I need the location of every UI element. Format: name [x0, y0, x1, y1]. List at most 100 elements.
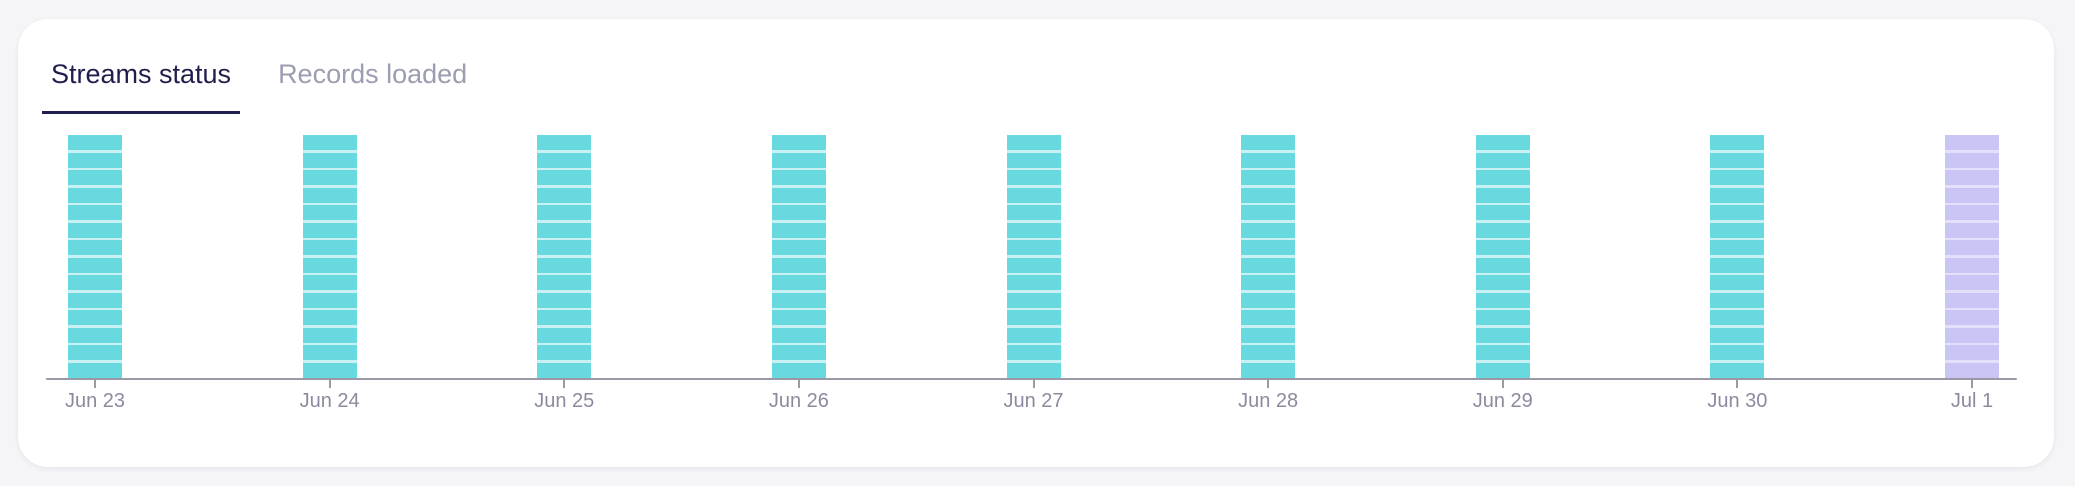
- bar-column-jun-27: Jun 27: [1003, 135, 1064, 412]
- bar-segment: [1945, 240, 1999, 256]
- bar-segment: [1710, 222, 1765, 238]
- bar-segment: [537, 310, 592, 326]
- bar-segment: [1006, 257, 1061, 273]
- x-axis-label: Jun 26: [768, 390, 829, 412]
- bar-column-jul-1: Jul 1: [1945, 135, 1999, 412]
- bar-segment: [537, 362, 592, 378]
- bar-jun-23[interactable]: [68, 135, 122, 378]
- bar-segment: [1710, 135, 1765, 151]
- bar-segment: [68, 345, 122, 361]
- bar-segment: [68, 170, 122, 186]
- bar-segment: [1945, 362, 1999, 378]
- bar-segment: [1710, 310, 1765, 326]
- bar-jun-25[interactable]: [537, 135, 592, 378]
- bar-segment: [537, 275, 592, 291]
- bar-segment: [1710, 345, 1765, 361]
- bar-segment: [68, 135, 122, 151]
- bar-segment: [771, 222, 826, 238]
- bar-segment: [1475, 240, 1530, 256]
- bar-segment: [771, 345, 826, 361]
- bar-segment: [302, 152, 357, 168]
- bar-segment: [68, 222, 122, 238]
- bar-segment: [1710, 187, 1765, 203]
- bar-segment: [771, 187, 826, 203]
- bar-segment: [1241, 310, 1296, 326]
- bar-segment: [537, 135, 592, 151]
- bar-segment: [1475, 310, 1530, 326]
- bar-segment: [68, 240, 122, 256]
- bar-column-jun-29: Jun 29: [1473, 135, 1533, 412]
- bar-segment: [1475, 135, 1530, 151]
- bar-segment: [1241, 240, 1296, 256]
- bar-segment: [1006, 222, 1061, 238]
- bar-segment: [1710, 152, 1765, 168]
- bar-segment: [302, 292, 357, 308]
- bar-jun-26[interactable]: [771, 135, 826, 378]
- axis-tick: [563, 380, 566, 388]
- bar-segment: [302, 170, 357, 186]
- bar-jun-29[interactable]: [1475, 135, 1530, 378]
- tab-records-loaded[interactable]: Records loaded: [278, 59, 468, 89]
- bar-segment: [537, 187, 592, 203]
- bar-segment: [302, 257, 357, 273]
- streams-status-chart: Jun 23 Jun 24 Jun 25 Jun 26 Jun 27 Jun 28 Jun …: [46, 135, 2017, 412]
- bar-segment: [771, 135, 826, 151]
- bar-segment: [1241, 205, 1296, 221]
- bar-segment: [1006, 152, 1061, 168]
- bar-segment: [1241, 187, 1296, 203]
- bar-segment: [537, 240, 592, 256]
- bar-segment: [302, 205, 357, 221]
- bar-segment: [771, 205, 826, 221]
- bar-segment: [771, 152, 826, 168]
- x-axis-label: Jun 25: [534, 390, 595, 412]
- bar-segment: [1241, 135, 1296, 151]
- bar-segment: [537, 327, 592, 343]
- bar-segment: [1710, 170, 1765, 186]
- bar-segment: [1475, 275, 1530, 291]
- bar-column-jun-24: Jun 24: [300, 135, 360, 412]
- tab-streams-status[interactable]: Streams status: [42, 60, 241, 114]
- bar-segment: [1241, 345, 1296, 361]
- bar-segment: [1475, 222, 1530, 238]
- bar-column-jun-26: Jun 26: [769, 135, 829, 412]
- bar-segment: [1710, 205, 1765, 221]
- bar-segment: [1710, 292, 1765, 308]
- bar-segment: [1006, 362, 1061, 378]
- x-axis-line: [46, 378, 2017, 380]
- bar-segment: [68, 205, 122, 221]
- bar-segment: [537, 170, 592, 186]
- x-axis-label: Jun 30: [1707, 390, 1768, 412]
- bar-segment: [1945, 345, 1999, 361]
- bar-jun-30[interactable]: [1710, 135, 1765, 378]
- x-axis-label: Jun 23: [64, 390, 126, 412]
- bar-segment: [1006, 327, 1061, 343]
- bar-segment: [302, 310, 357, 326]
- bar-segment: [1241, 222, 1296, 238]
- bar-segment: [302, 187, 357, 203]
- bar-segment: [1945, 257, 1999, 273]
- axis-tick: [1736, 380, 1739, 388]
- bar-segment: [302, 362, 357, 378]
- axis-tick: [328, 380, 331, 388]
- bar-jun-28[interactable]: [1241, 135, 1296, 378]
- bar-segment: [771, 257, 826, 273]
- bar-segment: [302, 275, 357, 291]
- bar-segment: [1241, 292, 1296, 308]
- bar-segment: [1475, 327, 1530, 343]
- bar-segment: [1945, 310, 1999, 326]
- bar-segment: [1241, 257, 1296, 273]
- bar-segment: [1006, 345, 1061, 361]
- x-axis-label: Jun 28: [1238, 390, 1299, 412]
- bar-segment: [68, 362, 122, 378]
- bar-jun-27[interactable]: [1006, 135, 1061, 378]
- axis-tick: [1032, 380, 1035, 388]
- bar-jun-24[interactable]: [302, 135, 357, 378]
- bar-segment: [771, 240, 826, 256]
- bar-segment: [1241, 275, 1296, 291]
- bar-segment: [1945, 187, 1999, 203]
- axis-tick: [1971, 380, 1973, 388]
- bar-jul-1[interactable]: [1945, 135, 1999, 378]
- bar-segment: [1006, 170, 1061, 186]
- bar-segment: [1475, 292, 1530, 308]
